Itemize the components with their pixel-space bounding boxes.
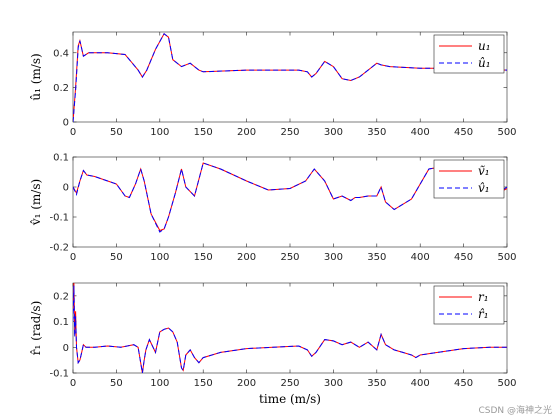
x-tick-label: 200 bbox=[237, 252, 256, 263]
subplot-1: 0 50 100 150 200 250 300 350 400 450 500 0 0.2 0.4 û₁ … bbox=[29, 31, 517, 138]
legend: ṽ₁ v̂₁ bbox=[433, 159, 505, 199]
y-tick-label: 0 bbox=[63, 118, 69, 129]
x-tick-label: 500 bbox=[497, 378, 516, 389]
legend-label: ṽ₁ bbox=[478, 164, 490, 178]
x-tick-label: 300 bbox=[324, 252, 343, 263]
series-line-estimate bbox=[73, 32, 507, 122]
x-tick-label: 50 bbox=[110, 127, 123, 138]
x-tick-label: 250 bbox=[280, 127, 299, 138]
x-tick-label: 50 bbox=[110, 252, 123, 263]
y-tick-label: 0.2 bbox=[53, 291, 69, 302]
legend-label: v̂₁ bbox=[478, 181, 490, 195]
x-tick-label: 350 bbox=[367, 378, 386, 389]
x-tick-label: 0 bbox=[70, 378, 76, 389]
x-tick-label: 100 bbox=[150, 378, 169, 389]
subplot-3: 0 50 100 150 200 250 300 350 400 450 500-0.100.10.… bbox=[29, 282, 517, 406]
y-tick-label: 0.2 bbox=[53, 83, 69, 94]
y-tick-label: 0.4 bbox=[53, 48, 69, 59]
x-tick-label: 100 bbox=[150, 252, 169, 263]
x-tick-label: 450 bbox=[454, 127, 473, 138]
y-axis-label: v̂₁ (m/s) bbox=[29, 179, 43, 226]
x-tick-label: 500 bbox=[497, 252, 516, 263]
x-tick-label: 450 bbox=[454, 252, 473, 263]
x-tick-label: 0 bbox=[70, 127, 76, 138]
y-tick-label: 0.1 bbox=[53, 153, 69, 164]
x-tick-label: 400 bbox=[411, 252, 430, 263]
watermark: CSDN @海神之光 bbox=[478, 406, 552, 416]
series-line-estimate bbox=[73, 285, 507, 373]
x-tick-label: 400 bbox=[411, 127, 430, 138]
x-tick-label: 350 bbox=[367, 252, 386, 263]
x-tick-label: 0 bbox=[70, 252, 76, 263]
legend-box bbox=[433, 34, 505, 74]
legend-label: r̂₁ bbox=[478, 307, 489, 321]
x-tick-label: 50 bbox=[110, 378, 123, 389]
legend-box bbox=[433, 285, 505, 325]
y-tick-label: 0.1 bbox=[53, 317, 69, 328]
x-tick-label: 200 bbox=[237, 127, 256, 138]
y-axis-label: û₁ (m/s) bbox=[29, 53, 43, 100]
x-tick-label: 200 bbox=[237, 378, 256, 389]
x-tick-label: 100 bbox=[150, 127, 169, 138]
x-tick-label: 350 bbox=[367, 127, 386, 138]
y-axis-label: r̂₁ (rad/s) bbox=[29, 301, 43, 356]
y-tick-label: 0 bbox=[63, 183, 69, 194]
legend: u₁ û₁ bbox=[433, 34, 505, 74]
x-tick-label: 450 bbox=[454, 378, 473, 389]
x-tick-label: 150 bbox=[194, 127, 213, 138]
legend-label: r₁ bbox=[478, 290, 489, 304]
y-tick-label: -0.2 bbox=[49, 243, 69, 254]
x-tick-label: 400 bbox=[411, 378, 430, 389]
subplot-2: 0 50 100 150 200 250 300 350 400 450 500 -0.2 -0.1 0 0… bbox=[29, 153, 517, 264]
x-tick-label: 500 bbox=[497, 127, 516, 138]
x-tick-label: 250 bbox=[280, 378, 299, 389]
x-tick-label: 300 bbox=[324, 378, 343, 389]
legend-label: u₁ bbox=[478, 39, 491, 53]
x-tick-label: 250 bbox=[280, 252, 299, 263]
x-tick-label: 150 bbox=[194, 252, 213, 263]
x-tick-label: 300 bbox=[324, 127, 343, 138]
y-tick-label: 0 bbox=[63, 343, 69, 354]
x-axis-label: time (m/s) bbox=[259, 392, 321, 406]
x-tick-label: 150 bbox=[194, 378, 213, 389]
y-tick-label: -0.1 bbox=[49, 369, 69, 380]
series-line-estimate bbox=[73, 162, 507, 233]
legend: r₁ r̂₁ bbox=[433, 285, 505, 325]
legend-label: û₁ bbox=[478, 56, 491, 70]
legend-box bbox=[433, 159, 505, 199]
y-tick-label: -0.1 bbox=[49, 213, 69, 224]
